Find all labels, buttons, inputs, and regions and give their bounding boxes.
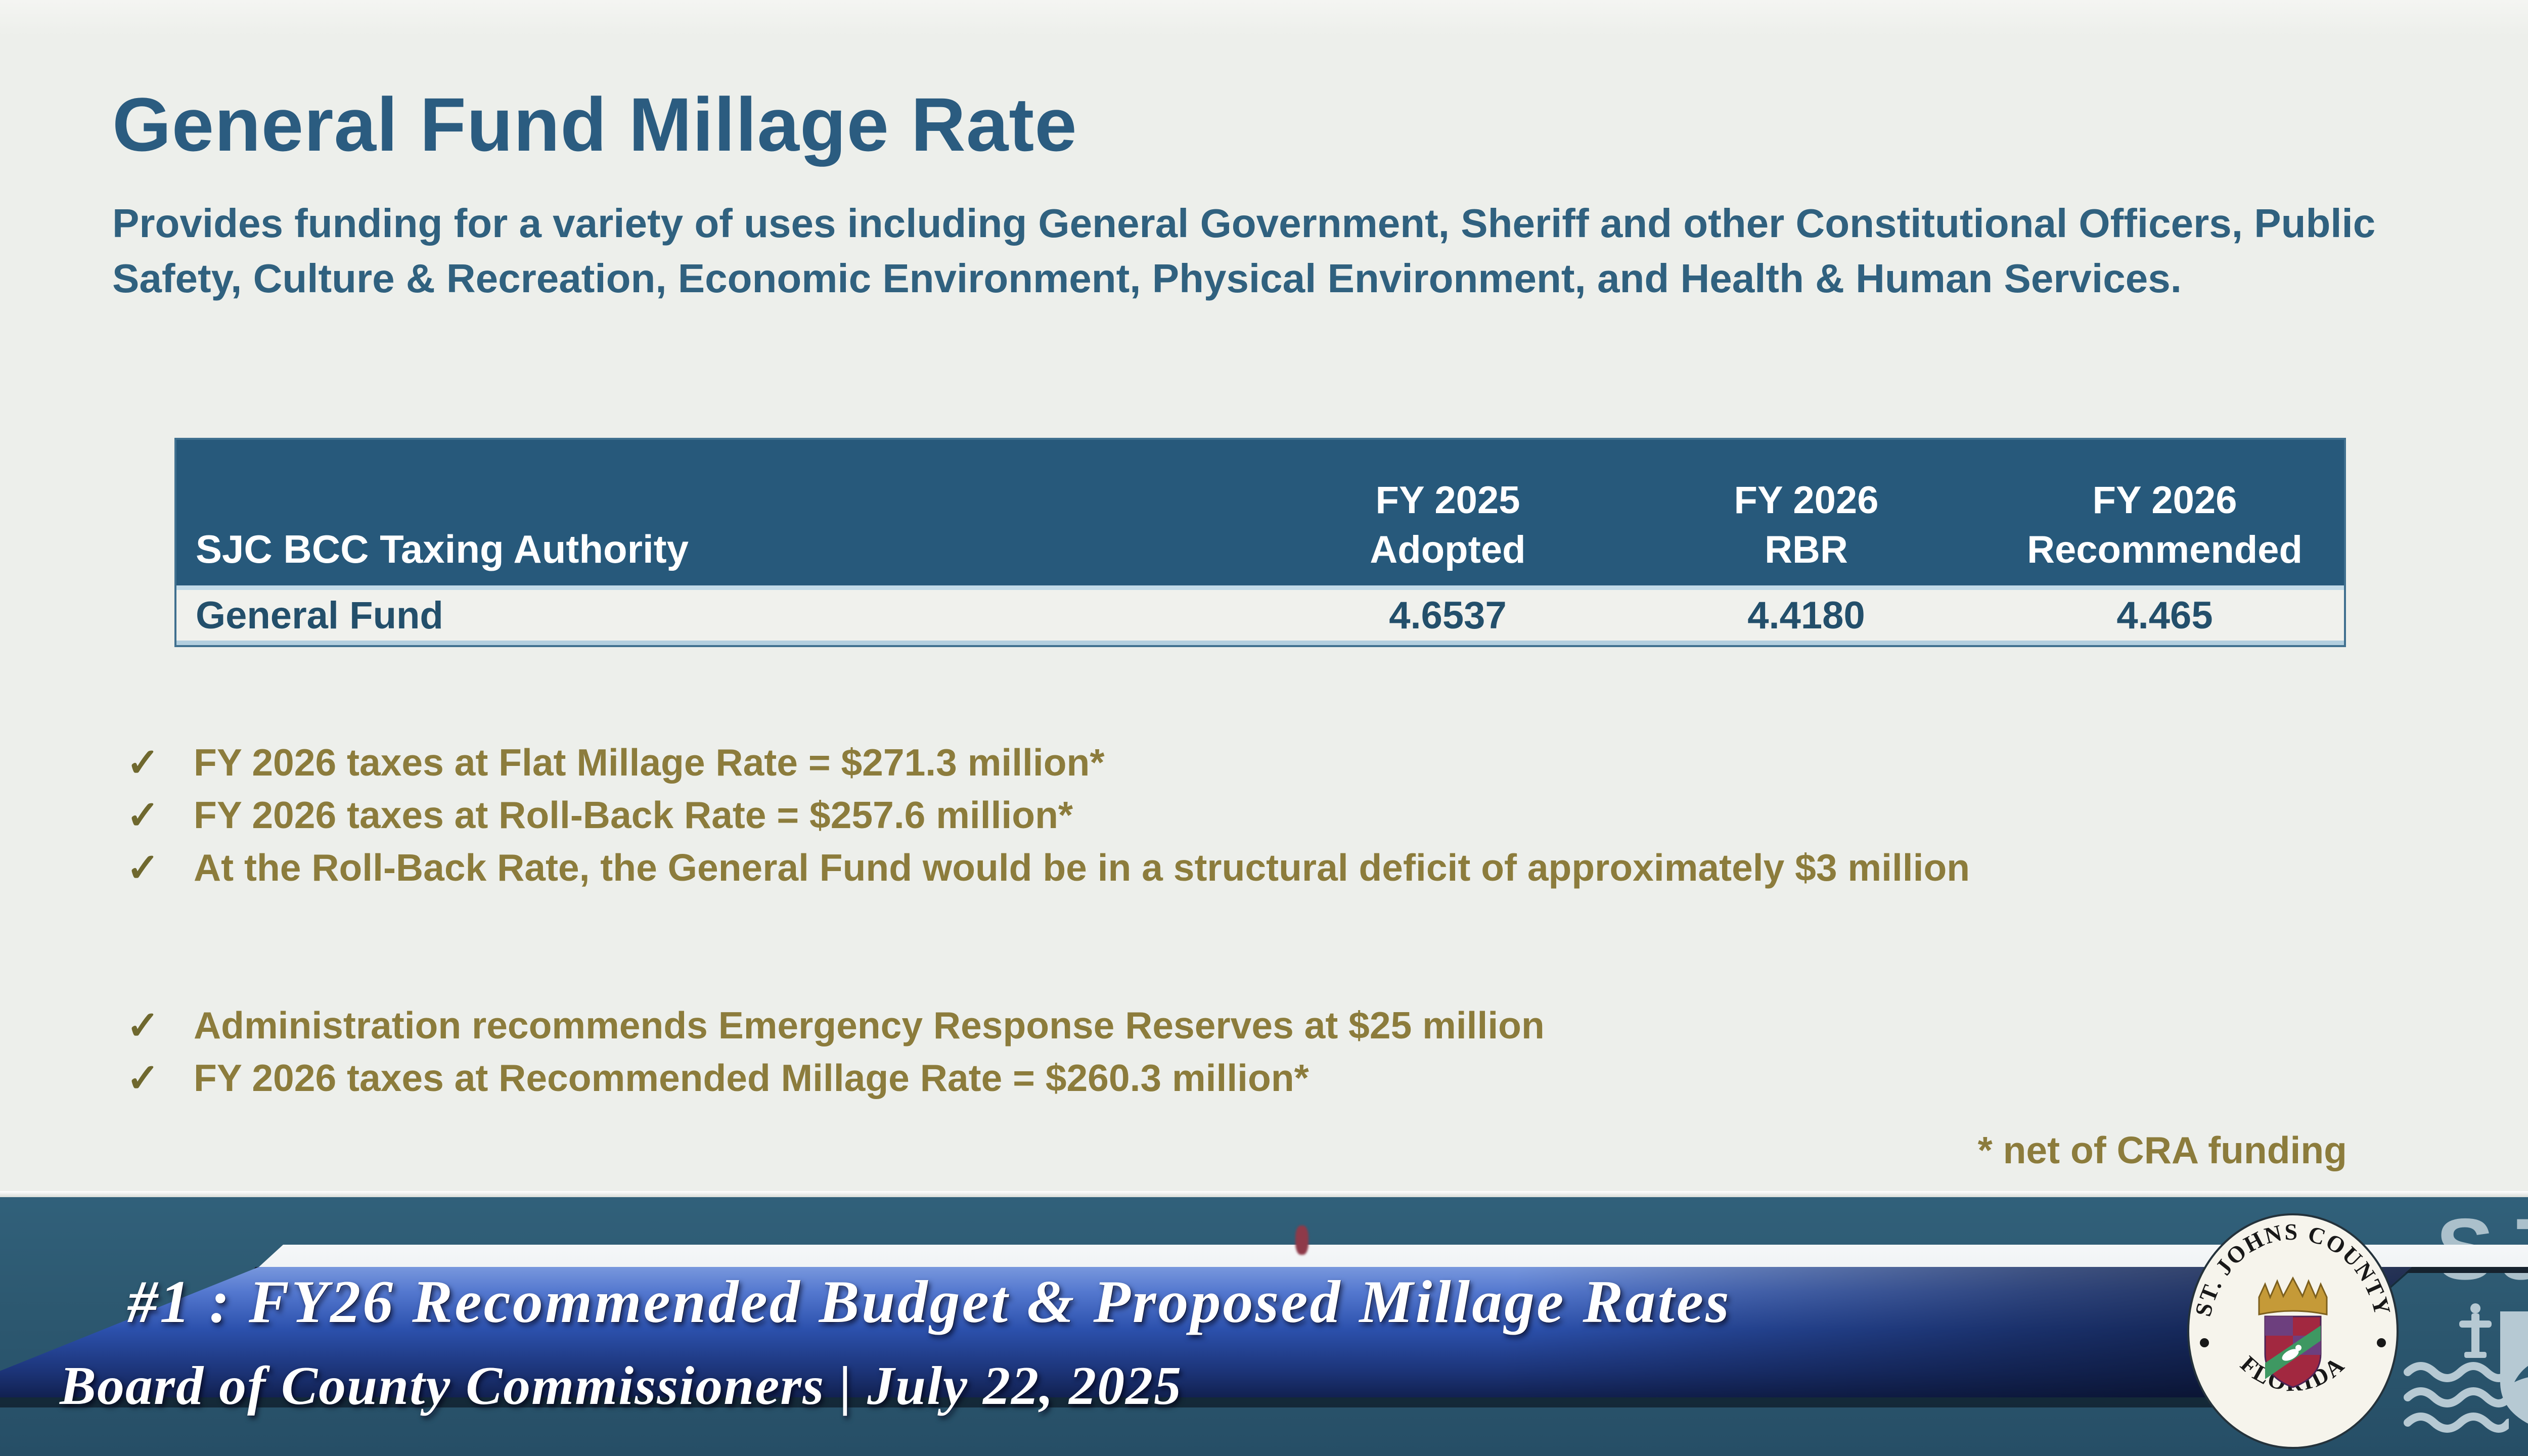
millage-rate-table: SJC BCC Taxing Authority FY 2025 Adopted… [174, 438, 2346, 647]
waves-icon [2404, 1362, 2509, 1433]
bullet-list-secondary: ✓ Administration recommends Emergency Re… [126, 999, 1545, 1104]
checkmark-icon: ✓ [126, 793, 160, 837]
checkmark-icon: ✓ [126, 845, 160, 890]
list-item: ✓ FY 2026 taxes at Roll-Back Rate = $257… [126, 789, 1970, 841]
bullet-text: At the Roll-Back Rate, the General Fund … [194, 846, 1970, 889]
column-header-fy2026-recommended: FY 2026 Recommended [1985, 440, 2344, 585]
county-seal: ST. JOHNS COUNTY FLORIDA [2187, 1213, 2399, 1449]
list-item: ✓ FY 2026 taxes at Flat Millage Rate = $… [126, 736, 1970, 789]
seal-crown-icon [2258, 1276, 2328, 1315]
cra-footnote: * net of CRA funding [1977, 1129, 2347, 1171]
bullet-text: FY 2026 taxes at Recommended Millage Rat… [194, 1057, 1309, 1099]
slide-bottom-edge [0, 1191, 2528, 1197]
column-header-line: Adopted [1370, 528, 1526, 571]
page-title: General Fund Millage Rate [112, 82, 1077, 167]
column-header-line: FY 2026 [2092, 479, 2237, 522]
slide-canvas: General Fund Millage Rate Provides fundi… [0, 0, 2528, 1197]
checkmark-icon: ✓ [126, 740, 160, 785]
footer-band: SJC #1 : FY26 Recommended Budget & Propo… [0, 1191, 2528, 1456]
column-header-line: FY 2025 [1375, 479, 1520, 522]
column-header-line: Recommended [2027, 528, 2303, 571]
seal-shield-icon [2264, 1315, 2322, 1388]
bullet-text: Administration recommends Emergency Resp… [194, 1004, 1545, 1046]
list-item: ✓ At the Roll-Back Rate, the General Fun… [126, 841, 1970, 894]
table-header-row: SJC BCC Taxing Authority FY 2025 Adopted… [176, 440, 2344, 585]
cell-fy2025-adopted: 4.6537 [1389, 594, 1507, 637]
cell-fy2026-recommended: 4.465 [2116, 594, 2213, 637]
list-item: ✓ FY 2026 taxes at Recommended Millage R… [126, 1052, 1545, 1104]
bullet-list-primary: ✓ FY 2026 taxes at Flat Millage Rate = $… [126, 736, 1970, 894]
seal-right-dot [2377, 1338, 2386, 1347]
cell-fy2026-rbr: 4.4180 [1747, 594, 1865, 637]
column-header-line: FY 2026 [1734, 479, 1879, 522]
list-item: ✓ Administration recommends Emergency Re… [126, 999, 1545, 1052]
column-header-line: RBR [1765, 528, 1848, 571]
column-header-fy2025-adopted: FY 2025 Adopted [1269, 440, 1627, 585]
slide-subtitle: Provides funding for a variety of uses i… [112, 201, 2376, 301]
column-header-taxing-authority: SJC BCC Taxing Authority [196, 527, 689, 571]
bullet-text: FY 2026 taxes at Roll-Back Rate = $257.6… [194, 794, 1073, 836]
checkmark-icon: ✓ [126, 1003, 160, 1048]
column-header-fy2026-rbr: FY 2026 RBR [1627, 440, 1985, 585]
banner-title: #1 : FY26 Recommended Budget & Proposed … [127, 1268, 1731, 1335]
table-row: General Fund 4.6537 4.4180 4.465 [176, 585, 2344, 645]
seal-left-dot [2200, 1338, 2209, 1347]
monument-icon [2459, 1303, 2492, 1358]
ribbon-right-shade [0, 1267, 2412, 1397]
banner-subtitle: Board of County Commissioners | July 22,… [60, 1356, 1183, 1416]
bullet-text: FY 2026 taxes at Flat Millage Rate = $27… [194, 741, 1105, 784]
red-artifact-mark [1295, 1225, 1308, 1255]
cell-fund-name: General Fund [196, 594, 443, 637]
ribbon-highlight-stripe [259, 1245, 2528, 1267]
bird-shield-icon [2500, 1311, 2528, 1424]
checkmark-icon: ✓ [126, 1056, 160, 1100]
